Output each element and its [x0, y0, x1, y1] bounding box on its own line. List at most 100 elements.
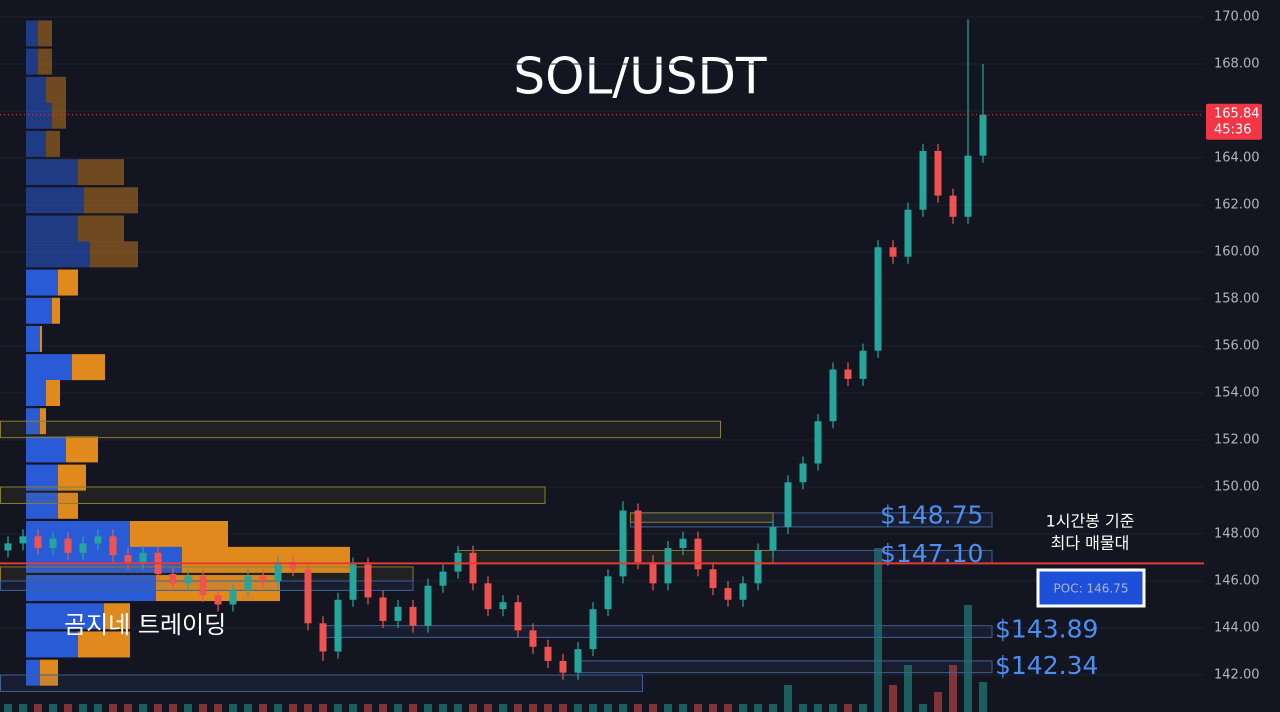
- candle-body: [484, 583, 492, 610]
- y-tick-label: 146.00: [1214, 574, 1260, 589]
- profile-buy: [26, 354, 72, 381]
- volume-bar: [754, 704, 762, 712]
- volume-bar: [769, 704, 777, 712]
- profile-sell: [58, 269, 78, 296]
- volume-bar: [139, 704, 147, 712]
- volume-bar: [904, 665, 912, 712]
- candle-body: [529, 630, 537, 647]
- poc-label: POC: 146.75: [1054, 582, 1129, 596]
- candle-body: [94, 536, 102, 544]
- volume-bar: [79, 704, 87, 712]
- candle-body: [244, 576, 252, 591]
- volume-bar: [694, 704, 702, 712]
- y-tick-label: 164.00: [1214, 151, 1260, 166]
- candle-body: [544, 646, 552, 661]
- profile-sell: [66, 436, 98, 463]
- profile-buy: [26, 187, 84, 214]
- candle-body: [34, 536, 42, 549]
- poc-note: 1시간봉 기준: [1046, 512, 1135, 531]
- volume-bar: [724, 704, 732, 712]
- profile-buy: [26, 241, 90, 268]
- volume-bar: [259, 704, 267, 712]
- volume-bar: [529, 704, 537, 712]
- candle-body: [229, 590, 237, 605]
- volume-bar: [979, 682, 987, 712]
- zone-label: $148.75: [880, 500, 983, 529]
- profile-sell: [84, 187, 138, 214]
- zone: [0, 420, 721, 439]
- profile-sell: [78, 159, 124, 186]
- zone: [0, 486, 546, 504]
- candle-body: [394, 606, 402, 621]
- profile-sell: [130, 521, 228, 547]
- profile-buy: [26, 603, 104, 630]
- profile-sell: [58, 464, 86, 491]
- y-tick-label: 154.00: [1214, 386, 1260, 401]
- candle-body: [964, 155, 972, 217]
- candle-body: [469, 552, 477, 584]
- profile-sell: [40, 659, 58, 686]
- profile-buy: [26, 215, 78, 242]
- volume-bar: [304, 704, 312, 712]
- zone: [0, 580, 414, 591]
- y-tick-label: 144.00: [1214, 621, 1260, 636]
- y-tick-label: 168.00: [1214, 57, 1260, 72]
- volume-bar: [649, 704, 657, 712]
- poc-box: [1036, 568, 1146, 608]
- volume-bar: [409, 704, 417, 712]
- profile-sell: [46, 380, 60, 406]
- candle-body: [199, 576, 207, 596]
- candle-body: [439, 571, 447, 586]
- y-tick-label: 162.00: [1214, 198, 1260, 213]
- candle-body: [769, 526, 777, 551]
- y-tick-label: 156.00: [1214, 339, 1260, 354]
- candle-body: [19, 536, 27, 544]
- volume-bar: [559, 704, 567, 712]
- profile-buy: [26, 575, 156, 602]
- candle-body: [79, 543, 87, 553]
- candle-body: [679, 538, 687, 549]
- volume-bar: [184, 704, 192, 712]
- volume-bar: [334, 704, 342, 712]
- volume-bar: [34, 704, 42, 712]
- candle-body: [259, 576, 267, 581]
- candle-body: [349, 564, 357, 600]
- candle-body: [724, 588, 732, 600]
- volume-bar: [244, 704, 252, 712]
- y-tick-label: 142.00: [1214, 668, 1260, 683]
- candle-body: [664, 548, 672, 584]
- candle-body: [709, 569, 717, 589]
- candle-body: [64, 538, 72, 553]
- volume-bar: [229, 704, 237, 712]
- profile-sell: [182, 546, 350, 573]
- chart-title: SOL/USDT: [513, 48, 767, 106]
- volume-bar: [94, 704, 102, 712]
- profile-buy: [26, 631, 78, 658]
- volume-bar: [4, 704, 12, 712]
- volume-bar: [484, 704, 492, 712]
- profile-buy: [26, 102, 52, 129]
- poc-note: 최다 매물대: [1051, 534, 1130, 553]
- candle-body: [454, 552, 462, 572]
- last-price-label: 165.84: [1214, 106, 1260, 121]
- volume-bar: [274, 704, 282, 712]
- candle-body: [829, 369, 837, 422]
- volume-bar: [544, 704, 552, 712]
- volume-bar: [799, 704, 807, 712]
- volume-bar: [679, 704, 687, 712]
- candle-body: [859, 350, 867, 379]
- candle-body: [784, 482, 792, 527]
- volume-bar: [739, 704, 747, 712]
- volume-bar: [289, 704, 297, 712]
- candle-body: [424, 585, 432, 626]
- watermark: 곰지네 트레이딩: [64, 611, 226, 639]
- candle-body: [739, 583, 747, 600]
- volume-bar: [49, 704, 57, 712]
- candle-body: [334, 599, 342, 652]
- volume-bar: [214, 704, 222, 712]
- candle-body: [754, 550, 762, 584]
- candle-body: [889, 247, 897, 257]
- candle-body: [304, 569, 312, 624]
- volume-bar: [469, 704, 477, 712]
- profile-sell: [52, 297, 60, 324]
